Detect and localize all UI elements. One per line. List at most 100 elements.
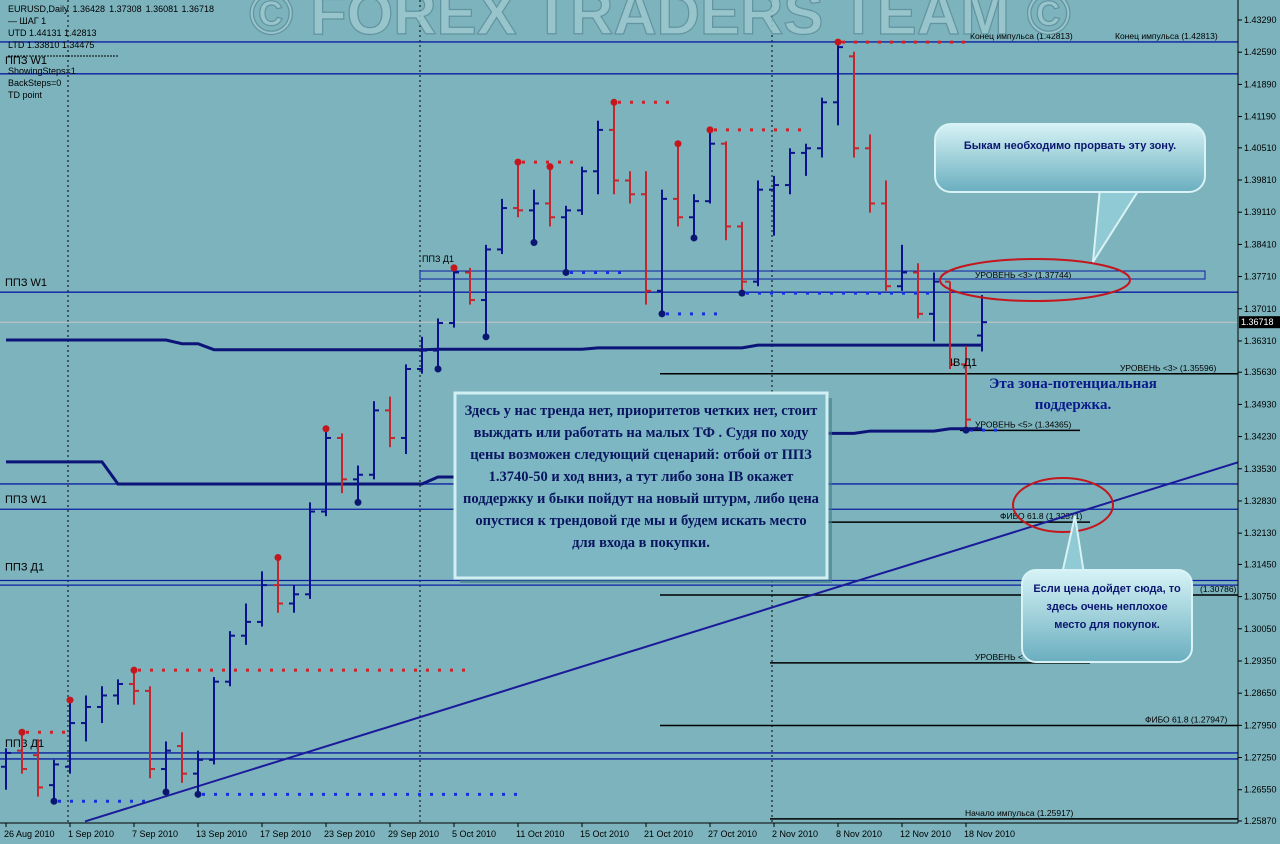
- fractal-low: [162, 788, 170, 796]
- price-label-box: [1239, 316, 1280, 329]
- annotation-ib: IB Д1: [950, 357, 977, 369]
- y-tick-label: 1.30050: [1244, 624, 1277, 634]
- level-label: ППЗ W1: [5, 494, 47, 506]
- trendline: [84, 461, 1239, 823]
- y-tick-label: 1.37710: [1244, 272, 1277, 282]
- fractal-high: [322, 425, 330, 433]
- level-label: Конец импульса (1.42813): [970, 31, 1073, 41]
- x-tick-label: 2 Nov 2010: [772, 829, 818, 839]
- last-low: 1.36081: [146, 4, 179, 14]
- fractal-high: [610, 98, 618, 106]
- fractal-low: [354, 498, 362, 506]
- y-tick-label: 1.41190: [1244, 112, 1276, 122]
- header-ltd: LTD 1.33810 1.34475: [8, 40, 94, 50]
- level-label: ППЗ Д1: [5, 562, 44, 574]
- header-back-steps: BackSteps=0: [8, 78, 61, 88]
- level-label: (1.30786): [1200, 584, 1237, 594]
- level-label: УРОВЕНЬ <5> (1.34365): [975, 419, 1071, 429]
- support-zone-text: Эта зона-потенциальная поддержка.: [989, 376, 1157, 413]
- y-tick-label: 1.41890: [1244, 79, 1277, 89]
- highlight-ellipse: [939, 258, 1131, 302]
- y-tick-label: 1.30750: [1244, 592, 1277, 602]
- y-tick-label: 1.36310: [1244, 336, 1277, 346]
- callout-content: Если цена дойдет сюда, то здесь очень не…: [1033, 583, 1181, 631]
- x-tick-label: 12 Nov 2010: [900, 829, 951, 839]
- y-tick-label: 1.28650: [1244, 688, 1277, 698]
- last-open: 1.36428: [73, 4, 106, 14]
- level-label: ППЗ Д1: [5, 738, 44, 750]
- fractal-low: [482, 333, 490, 341]
- x-tick-label: 27 Oct 2010: [708, 829, 757, 839]
- fractal-high: [834, 38, 842, 46]
- fractal-high: [66, 696, 74, 704]
- y-tick-label: 1.37010: [1244, 304, 1277, 314]
- y-tick-label: 1.27250: [1244, 753, 1277, 763]
- y-tick-label: 1.40510: [1244, 143, 1277, 153]
- x-tick-label: 21 Oct 2010: [644, 829, 693, 839]
- y-tick-label: 1.32830: [1244, 496, 1277, 506]
- y-tick-label: 1.38410: [1244, 239, 1277, 249]
- fractal-low: [562, 268, 570, 276]
- y-tick-label: 1.33530: [1244, 464, 1277, 474]
- watermark: © FOREX TRADERS TEAM ©: [249, 0, 1071, 47]
- x-tick-label: 26 Aug 2010: [4, 829, 55, 839]
- y-tick-label: 1.32130: [1244, 528, 1277, 538]
- fractal-low: [690, 234, 698, 242]
- level-label: ФИБО 61.8 (1.32371): [1000, 511, 1082, 521]
- indicator-line: [6, 338, 982, 352]
- highlight-ellipse: [1012, 477, 1114, 533]
- x-tick-label: 5 Oct 2010: [452, 829, 496, 839]
- fractal-high: [674, 140, 682, 148]
- fractal-high: [450, 264, 458, 272]
- callout-box: [453, 391, 829, 580]
- level-label: Конец импульса (1.42813): [1115, 31, 1218, 41]
- level-label: УРОВЕНЬ <3> (1.35596): [1120, 363, 1216, 373]
- callout-text: Быкам необходимо прорвать эту зону.: [963, 140, 1177, 152]
- y-tick-label: 1.26550: [1244, 785, 1277, 795]
- x-tick-label: 15 Oct 2010: [580, 829, 629, 839]
- y-tick-label: 1.43290: [1244, 15, 1277, 25]
- header-utd: UTD 1.44131 1.42813: [8, 28, 97, 38]
- header-showing-steps: ShowingSteps=1: [8, 66, 76, 76]
- x-tick-label: 29 Sep 2010: [388, 829, 439, 839]
- fractal-high: [706, 126, 714, 134]
- header-symbol: EURUSD,Daily 1.36428 1.37308 1.36081 1.36718: [8, 4, 214, 14]
- buy-text: Если цена дойдет сюда, то здесь очень не…: [1033, 583, 1181, 631]
- last-high: 1.37308: [109, 4, 142, 14]
- level-label: УРОВЕНЬ <: [975, 652, 1023, 662]
- x-tick-label: 8 Nov 2010: [836, 829, 882, 839]
- zone-label: УРОВЕНЬ <3> (1.37744): [975, 270, 1071, 280]
- y-tick-label: 1.35630: [1244, 367, 1277, 377]
- fractal-high: [130, 666, 138, 674]
- x-tick-label: 17 Sep 2010: [260, 829, 311, 839]
- fractal-low: [738, 289, 746, 297]
- level-label: Начало импульса (1.25917): [965, 808, 1074, 818]
- scenario-text: Здесь у нас тренда нет, приоритетов четк…: [463, 403, 819, 551]
- level-label: ППЗ W1: [5, 55, 47, 67]
- price-label: 1.36718: [1241, 317, 1274, 327]
- fractal-high: [514, 158, 522, 166]
- fractal-low: [530, 239, 538, 247]
- fractal-high: [274, 554, 282, 562]
- callout-box: [1021, 569, 1193, 663]
- fractal-low: [50, 797, 58, 805]
- support-zone-box: Эта зона-потенциальная поддержка.: [989, 376, 1157, 413]
- x-tick-label: 1 Sep 2010: [68, 829, 114, 839]
- y-tick-label: 1.39110: [1244, 207, 1276, 217]
- fractal-low: [194, 790, 202, 798]
- y-tick-label: 1.25870: [1244, 816, 1277, 826]
- x-tick-label: 23 Sep 2010: [324, 829, 375, 839]
- fractal-high: [546, 163, 554, 171]
- x-tick-label: 13 Sep 2010: [196, 829, 247, 839]
- x-tick-label: 7 Sep 2010: [132, 829, 178, 839]
- x-tick-label: 18 Nov 2010: [964, 829, 1015, 839]
- last-close: 1.36718: [181, 4, 214, 14]
- y-tick-label: 1.31450: [1244, 559, 1277, 569]
- annotation-ppz: ППЗ Д1: [422, 254, 454, 264]
- fractal-low: [962, 426, 970, 434]
- y-tick-label: 1.27950: [1244, 720, 1277, 730]
- callout-box: [934, 123, 1206, 193]
- y-tick-label: 1.34230: [1244, 432, 1277, 442]
- header-step: — ШАГ 1: [8, 16, 46, 26]
